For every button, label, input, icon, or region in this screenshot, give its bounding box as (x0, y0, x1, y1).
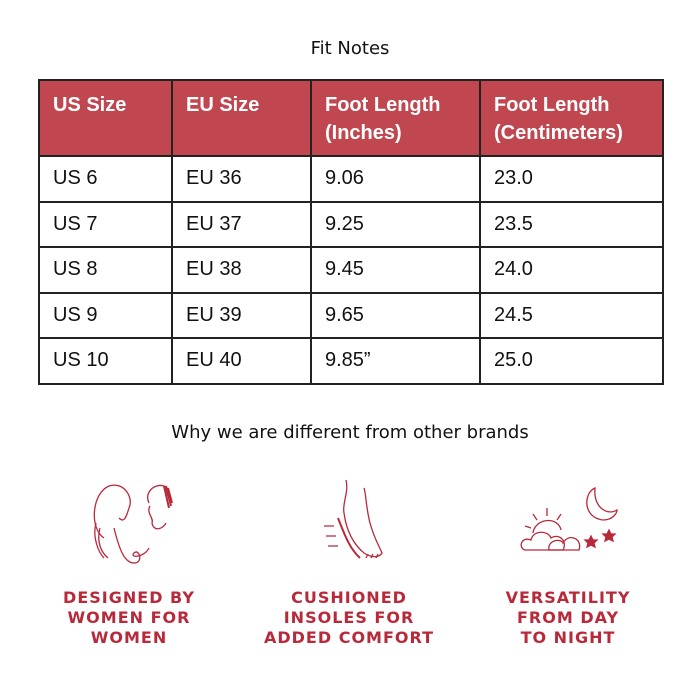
header-cell: Foot Length (Centimeters) (479, 79, 664, 157)
table-cell: 9.25 (310, 200, 481, 248)
table-cell: EU 37 (171, 200, 312, 248)
feature-cushioned-insoles: CUSHIONED INSOLES FOR ADDED COMFORT (239, 478, 459, 648)
size-table: US Size EU Size Foot Length (Inches) Foo… (38, 79, 664, 385)
table-cell: US 9 (38, 291, 173, 339)
feature-label: DESIGNED BY WOMEN FOR WOMEN (63, 588, 195, 647)
table-cell: 23.0 (479, 155, 664, 203)
page-title: Fit Notes (310, 38, 390, 59)
table-cell: 9.85” (310, 337, 481, 385)
table-row: US 10 EU 40 9.85” 25.0 (38, 337, 664, 385)
header-cell: EU Size (171, 79, 312, 157)
feature-designed-by-women: DESIGNED BY WOMEN FOR WOMEN (19, 478, 239, 648)
feature-label: VERSATILITY FROM DAY TO NIGHT (505, 588, 631, 647)
table-cell: 25.0 (479, 337, 664, 385)
table-cell: US 8 (38, 246, 173, 294)
table-cell: US 7 (38, 200, 173, 248)
section-subtitle: Why we are different from other brands (171, 422, 529, 443)
table-row: US 9 EU 39 9.65 24.5 (38, 291, 664, 339)
table-header-row: US Size EU Size Foot Length (Inches) Foo… (38, 79, 664, 157)
feature-versatility: VERSATILITY FROM DAY TO NIGHT (458, 478, 678, 648)
table-cell: US 6 (38, 155, 173, 203)
table-cell: 9.45 (310, 246, 481, 294)
feature-label: CUSHIONED INSOLES FOR ADDED COMFORT (263, 588, 435, 647)
table-cell: US 10 (38, 337, 173, 385)
table-cell: EU 40 (171, 337, 312, 385)
table-cell: EU 39 (171, 291, 312, 339)
table-cell: 9.65 (310, 291, 481, 339)
table-cell: 24.5 (479, 291, 664, 339)
table-cell: EU 38 (171, 246, 312, 294)
foot-cushion-icon (324, 479, 383, 559)
table-cell: 23.5 (479, 200, 664, 248)
table-cell: 9.06 (310, 155, 481, 203)
header-cell: US Size (38, 79, 173, 157)
table-row: US 8 EU 38 9.45 24.0 (38, 246, 664, 294)
table-cell: EU 36 (171, 155, 312, 203)
table-cell: 24.0 (479, 246, 664, 294)
women-faces-icon (93, 484, 173, 564)
table-row: US 6 EU 36 9.06 23.0 (38, 155, 664, 203)
header-cell: Foot Length (Inches) (310, 79, 481, 157)
sun-moon-icon (520, 486, 618, 551)
table-row: US 7 EU 37 9.25 23.5 (38, 200, 664, 248)
